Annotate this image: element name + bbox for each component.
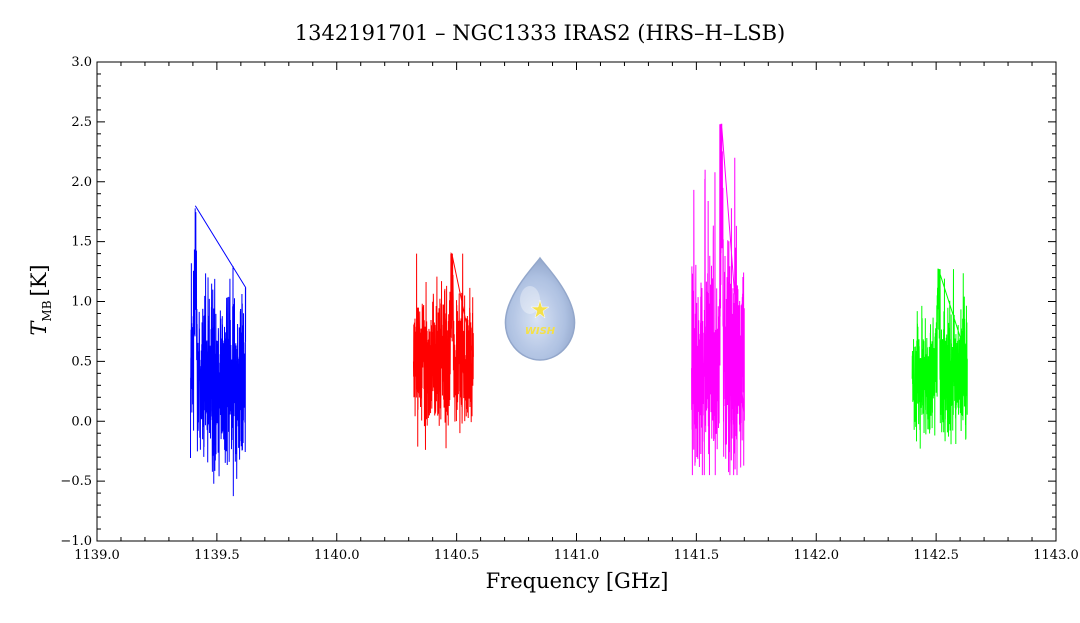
y-tick-label: 1.5 bbox=[71, 235, 92, 250]
spectrum-series-4 bbox=[911, 268, 968, 449]
y-tick-label: 3.0 bbox=[71, 55, 92, 70]
x-tick-label: 1143.0 bbox=[1033, 548, 1079, 563]
y-tick-label: −1.0 bbox=[60, 534, 92, 549]
spectrum-series-2 bbox=[412, 252, 474, 450]
x-tick-label: 1141.5 bbox=[674, 548, 720, 563]
y-tick-label: 1.0 bbox=[71, 295, 92, 310]
spectrum-series-3 bbox=[691, 123, 745, 476]
wish-star-icon bbox=[530, 299, 550, 319]
plot-area: 1139.0 1139.5 1140.0 1140.5 1141.0 1141.5 1142… bbox=[60, 55, 1078, 563]
y-tick-label: 2.5 bbox=[71, 115, 92, 130]
x-axis-label: Frequency [GHz] bbox=[486, 569, 669, 593]
x-tick-label: 1140.5 bbox=[434, 548, 480, 563]
spectrum-series-1 bbox=[190, 205, 247, 497]
wish-logo: WISH bbox=[504, 256, 576, 361]
x-tick-label: 1142.0 bbox=[794, 548, 840, 563]
y-tick-label: −0.5 bbox=[60, 474, 92, 489]
x-tick-label: 1139.0 bbox=[74, 548, 120, 563]
y-axis-label-sub: MB bbox=[40, 300, 54, 321]
chart-title: 1342191701 – NGC1333 IRAS2 (HRS–H–LSB) bbox=[295, 21, 785, 45]
y-axis-label-main: T bbox=[27, 320, 51, 336]
x-tick-label: 1140.0 bbox=[314, 548, 360, 563]
y-tick-label: 0.5 bbox=[71, 354, 92, 369]
svg-text:TMB[K]: TMB [K] bbox=[27, 264, 54, 335]
x-tick-label: 1139.5 bbox=[194, 548, 240, 563]
y-axis-label: TMB [K] bbox=[27, 264, 54, 335]
x-tick-label: 1142.5 bbox=[913, 548, 959, 563]
plot-frame bbox=[96, 61, 1057, 542]
y-tick-label: 0.0 bbox=[71, 414, 92, 429]
x-tick-label: 1141.0 bbox=[554, 548, 600, 563]
wish-logo-text: WISH bbox=[525, 326, 556, 337]
y-axis-label-unit: [K] bbox=[27, 264, 51, 296]
y-tick-label: 2.0 bbox=[71, 175, 92, 190]
